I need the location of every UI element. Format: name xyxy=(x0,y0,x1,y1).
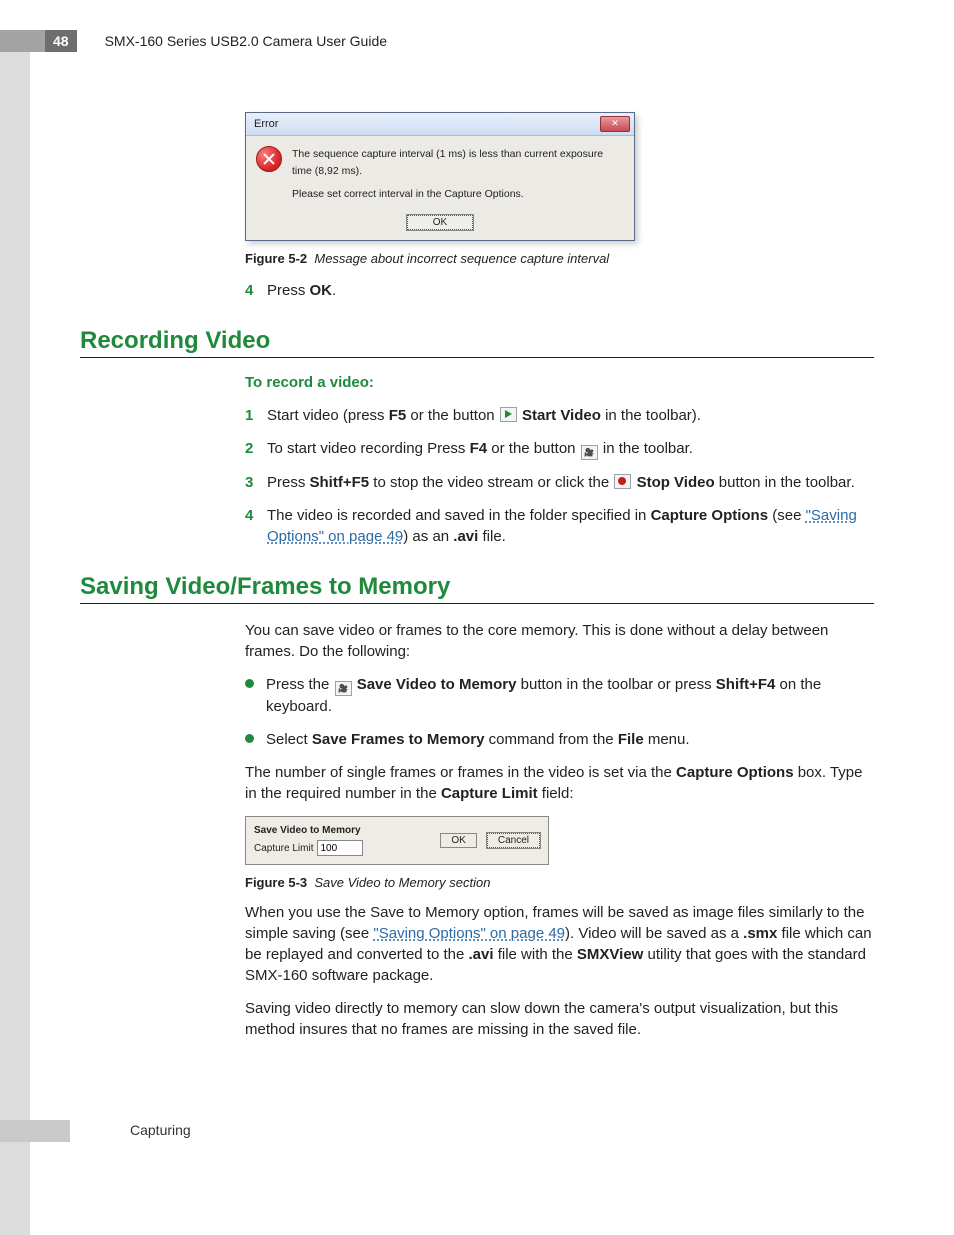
error-dialog: Error ✕ The sequence capture interval (1… xyxy=(245,112,635,241)
subhead-to-record: To record a video: xyxy=(245,374,874,391)
save-to-memory-icon: 🎥 xyxy=(335,681,352,696)
figure-5-3-label: Figure 5-3 xyxy=(245,875,307,890)
list-item: 4 The video is recorded and saved in the… xyxy=(245,505,874,547)
figure-5-2-text: Message about incorrect sequence capture… xyxy=(314,251,609,266)
step-number: 4 xyxy=(245,280,267,301)
memdlg-title: Save Video to Memory xyxy=(254,825,363,836)
error-dialog-titlebar: Error ✕ xyxy=(246,113,634,136)
section-recording-video: Recording Video xyxy=(80,327,874,355)
record-video-icon: 🎥 xyxy=(581,445,598,460)
link-saving-options-2[interactable]: "Saving Options" on page 49 xyxy=(373,925,565,942)
save-p4: Saving video directly to memory can slow… xyxy=(245,998,874,1040)
figure-5-3-caption: Figure 5-3 Save Video to Memory section xyxy=(245,875,874,890)
save-p3: When you use the Save to Memory option, … xyxy=(245,902,874,986)
play-icon xyxy=(500,407,517,422)
stop-icon xyxy=(614,474,631,489)
capture-limit-label: Capture Limit xyxy=(254,843,313,854)
header-bar xyxy=(0,30,45,52)
list-item: 2 To start video recording Press F4 or t… xyxy=(245,438,874,460)
footer-text: Capturing xyxy=(130,1122,191,1138)
error-message: The sequence capture interval (1 ms) is … xyxy=(292,146,624,202)
page-header: 48 SMX-160 Series USB2.0 Camera User Gui… xyxy=(0,30,954,52)
error-line1: The sequence capture interval (1 ms) is … xyxy=(292,146,624,180)
capture-limit-input[interactable] xyxy=(317,840,363,856)
section-saving-video: Saving Video/Frames to Memory xyxy=(80,573,874,601)
figure-5-3-text: Save Video to Memory section xyxy=(314,875,490,890)
save-p2: The number of single frames or frames in… xyxy=(245,762,874,804)
ok-button[interactable]: OK xyxy=(407,215,473,230)
error-dialog-title: Error xyxy=(254,118,278,130)
list-item: 1 Start video (press F5 or the button St… xyxy=(245,405,874,426)
footer-bar xyxy=(0,1120,70,1142)
error-line2: Please set correct interval in the Captu… xyxy=(292,186,624,203)
step-number: 2 xyxy=(245,438,267,460)
left-margin-bar xyxy=(0,52,30,1235)
error-icon xyxy=(256,146,282,172)
memdlg-cancel-button[interactable]: Cancel xyxy=(487,833,540,848)
memdlg-ok-button[interactable]: OK xyxy=(440,833,476,848)
page-footer: Capturing xyxy=(50,1120,954,1150)
list-item: Press the 🎥 Save Video to Memory button … xyxy=(245,674,874,717)
list-item: Select Save Frames to Memory command fro… xyxy=(245,729,874,750)
doc-title: SMX-160 Series USB2.0 Camera User Guide xyxy=(105,33,387,49)
figure-5-2-label: Figure 5-2 xyxy=(245,251,307,266)
figure-5-2-caption: Figure 5-2 Message about incorrect seque… xyxy=(245,251,874,266)
save-intro: You can save video or frames to the core… xyxy=(245,620,874,662)
step-number: 1 xyxy=(245,405,267,426)
step-number: 3 xyxy=(245,472,267,493)
list-item: 3 Press Shitf+F5 to stop the video strea… xyxy=(245,472,874,493)
save-memory-dialog: Save Video to Memory Capture Limit OK Ca… xyxy=(245,816,549,865)
list-item: 4 Press OK. xyxy=(245,280,874,301)
step-number: 4 xyxy=(245,505,267,547)
page-number: 48 xyxy=(45,30,77,52)
close-icon[interactable]: ✕ xyxy=(600,116,630,132)
